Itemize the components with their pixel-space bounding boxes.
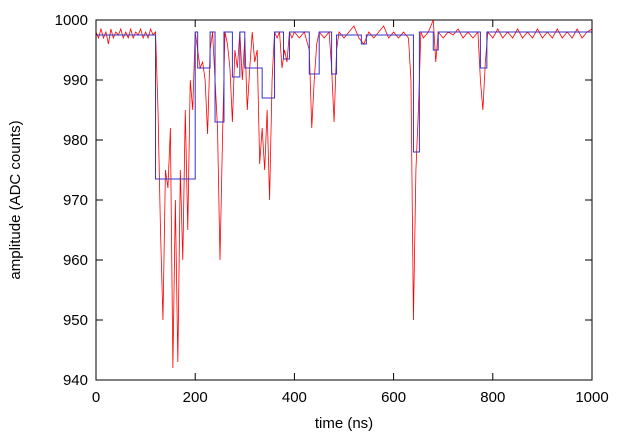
x-tick-label: 400	[282, 389, 307, 406]
y-tick-label: 1000	[55, 12, 88, 29]
x-tick-label: 600	[381, 389, 406, 406]
y-tick-label: 960	[63, 252, 88, 269]
y-tick-label: 950	[63, 312, 88, 329]
series-line	[95, 19, 593, 369]
y-tick-label: 980	[63, 132, 88, 149]
x-tick-label: 1000	[575, 389, 608, 406]
y-tick-label: 970	[63, 192, 88, 209]
x-tick-label: 200	[183, 389, 208, 406]
plot-frame	[95, 19, 593, 381]
series-line	[96, 31, 592, 180]
y-tick-label: 940	[63, 372, 88, 389]
y-axis-label: amplitude (ADC counts)	[7, 120, 24, 279]
x-tick-label: 800	[480, 389, 505, 406]
x-tick-label: 0	[92, 389, 100, 406]
x-axis-label: time (ns)	[315, 415, 373, 432]
y-tick-label: 990	[63, 72, 88, 89]
